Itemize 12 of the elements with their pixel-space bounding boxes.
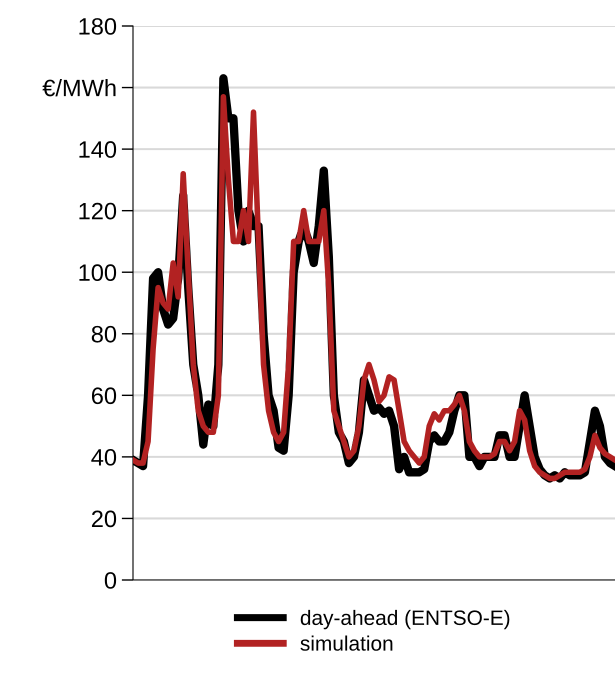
y-tick-label: 0	[104, 572, 116, 589]
y-tick-label: 140	[79, 141, 116, 158]
y-tick-label: 120	[79, 202, 116, 220]
y-tick-label: 100	[79, 264, 116, 282]
y-tick-label: 60	[92, 387, 116, 404]
y-tick-label: 40	[91, 448, 116, 466]
legend-label: simulation	[300, 636, 392, 651]
legend-label: day-ahead (ENTSO-E)	[300, 610, 510, 630]
y-tick-label: 180	[79, 18, 116, 35]
y-tick-label: €/MWh	[42, 79, 116, 96]
y-tick-label: 20	[92, 510, 116, 528]
y-tick-label: 80	[92, 326, 116, 343]
